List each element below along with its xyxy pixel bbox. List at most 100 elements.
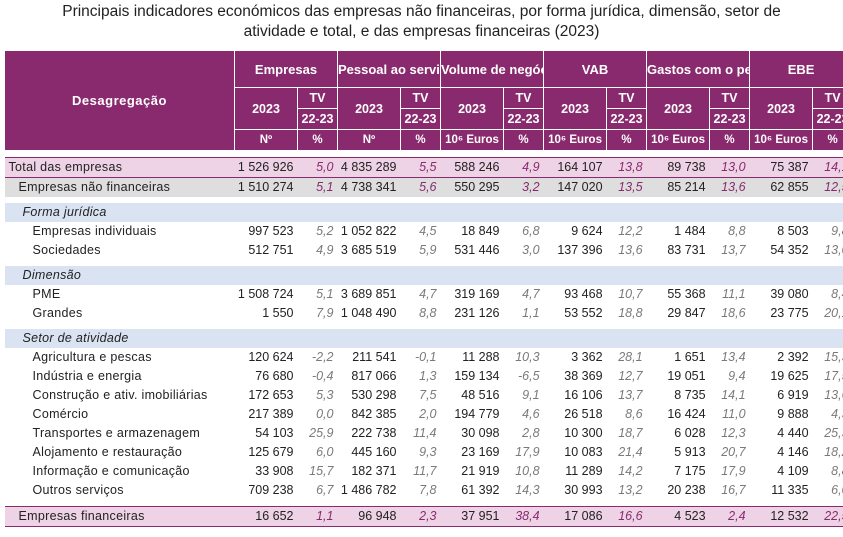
value-cell: 4 523 [646,506,710,527]
header-group-ebe: EBE [749,50,843,88]
value-cell: 217 389 [248,407,294,421]
value-cell: 23 775 [770,306,809,320]
header-year: 2023 [440,87,505,130]
table-body: Total das empresas 1 526 926 5,0 4 835 289 5… [4,151,843,527]
section-dimensao: Dimensão [4,266,843,285]
header-unit: % [297,129,338,151]
value-cell: 19 625 [770,369,809,383]
growth-rate-cell: 14,3 [515,483,540,497]
growth-rate-cell: 8,8 [728,224,746,238]
growth-rate-cell: 5,3 [316,388,334,402]
non-financial-row: Empresas não financeiras 1 510 274 5,1 4 73… [4,177,843,197]
value-cell: 1 048 490 [340,306,397,320]
value-cell: 231 126 [454,306,500,320]
growth-rate-cell: 11,0 [722,407,746,421]
row-label: Comércio [32,407,89,421]
header-unit: 10⁶ Euros [440,129,505,151]
header-corner: Desagregação [4,50,235,151]
value-cell: 1 484 [674,224,706,238]
growth-rate-cell: 16,7 [721,483,746,497]
value-cell: 18 849 [461,224,500,238]
value-cell: 93 468 [564,287,603,301]
header-unit: 10⁶ Euros [543,129,608,151]
table-row: Outros serviços 709 238 6,7 1 486 782 7,8 61 … [5,481,843,500]
header-tv: TV [503,87,545,109]
header-unit: % [606,129,648,151]
value-cell: 9 888 [777,407,809,421]
table-header: Desagregação Empresas Pessoal ao serviço… [4,50,843,151]
growth-rate-cell: 21,4 [618,445,643,459]
growth-rate-cell: 4,3 [831,407,843,421]
growth-rate-cell: 12,3 [721,426,746,440]
growth-rate-cell: 5,1 [297,177,338,197]
table-row: Informação e comunicação 33 908 15,7 182 37… [5,462,843,481]
value-cell: 6 919 [777,388,809,402]
growth-rate-cell: 4,6 [522,407,540,421]
growth-rate-cell: 7,5 [419,388,437,402]
value-cell: 1 052 822 [340,224,397,238]
header-period: 22-23 [812,108,843,130]
growth-rate-cell: 14,2 [618,464,643,478]
growth-rate-cell: 6,0 [316,445,334,459]
value-cell: 137 396 [557,243,603,257]
growth-rate-cell: 13,6 [709,177,750,197]
growth-rate-cell: 5,9 [419,243,437,257]
growth-rate-cell: 13,8 [606,157,647,178]
growth-rate-cell: 3,0 [522,243,540,257]
value-cell: 1 651 [674,350,706,364]
value-cell: 4 440 [777,426,809,440]
value-cell: 85 214 [646,177,710,197]
table-title: Principais indicadores económicos das em… [0,2,843,42]
growth-rate-cell: 25,3 [824,426,843,440]
spacer-row [5,151,843,158]
value-cell: 54 352 [770,243,809,257]
value-cell: 29 847 [667,306,706,320]
growth-rate-cell: 13,6 [618,243,643,257]
table-row: Alojamento e restauração 125 679 6,0 445 16… [5,443,843,462]
growth-rate-cell: 1,1 [297,506,338,527]
value-cell: 4 738 341 [337,177,401,197]
row-label: Alojamento e restauração [32,445,183,459]
header-unit: Nº [337,129,401,151]
growth-rate-cell: 4,7 [522,287,540,301]
growth-rate-cell: 18,2 [824,445,843,459]
header-tv: TV [812,87,843,109]
growth-rate-cell: 1,3 [419,369,437,383]
growth-rate-cell: 9,1 [522,388,540,402]
header-tv: TV [297,87,338,109]
header-unit: % [503,129,545,151]
value-cell: 11 335 [771,483,809,497]
header-year: 2023 [749,87,814,130]
growth-rate-cell: 7,8 [419,483,437,497]
growth-rate-cell: 6,7 [316,483,334,497]
row-label: Empresas financeiras [4,506,235,527]
value-cell: 842 385 [351,407,397,421]
value-cell: 53 552 [564,306,603,320]
growth-rate-cell: 13,4 [721,350,746,364]
growth-rate-cell: 10,3 [515,350,540,364]
value-cell: 550 295 [440,177,504,197]
growth-rate-cell: 4,9 [503,157,544,178]
growth-rate-cell: 15,7 [309,464,334,478]
header-tv: TV [709,87,751,109]
growth-rate-cell: 5,6 [400,177,441,197]
value-cell: 817 066 [351,369,397,383]
value-cell: 2 392 [777,350,809,364]
table-row: Grandes 1 550 7,9 1 048 490 8,8 231 126 1,1 53 … [5,304,843,323]
value-cell: 75 387 [749,157,813,178]
growth-rate-cell: 18,7 [618,426,643,440]
growth-rate-cell: 4,9 [316,243,334,257]
value-cell: 1 550 [262,306,294,320]
header-group-volume: Volume de negócios [440,50,545,88]
value-cell: 147 020 [543,177,607,197]
financial-row: Empresas financeiras 16 652 1,1 96 948 2,3 37… [4,506,843,527]
value-cell: 37 951 [440,506,504,527]
value-cell: 3 685 519 [340,243,397,257]
value-cell: 5 913 [674,445,706,459]
title-line-2: atividade e total, e das empresas financ… [243,23,600,40]
growth-rate-cell: 25,9 [309,426,334,440]
value-cell: 531 446 [454,243,500,257]
value-cell: 16 652 [234,506,298,527]
header-unit: % [399,129,442,151]
growth-rate-cell: 12,2 [618,224,643,238]
